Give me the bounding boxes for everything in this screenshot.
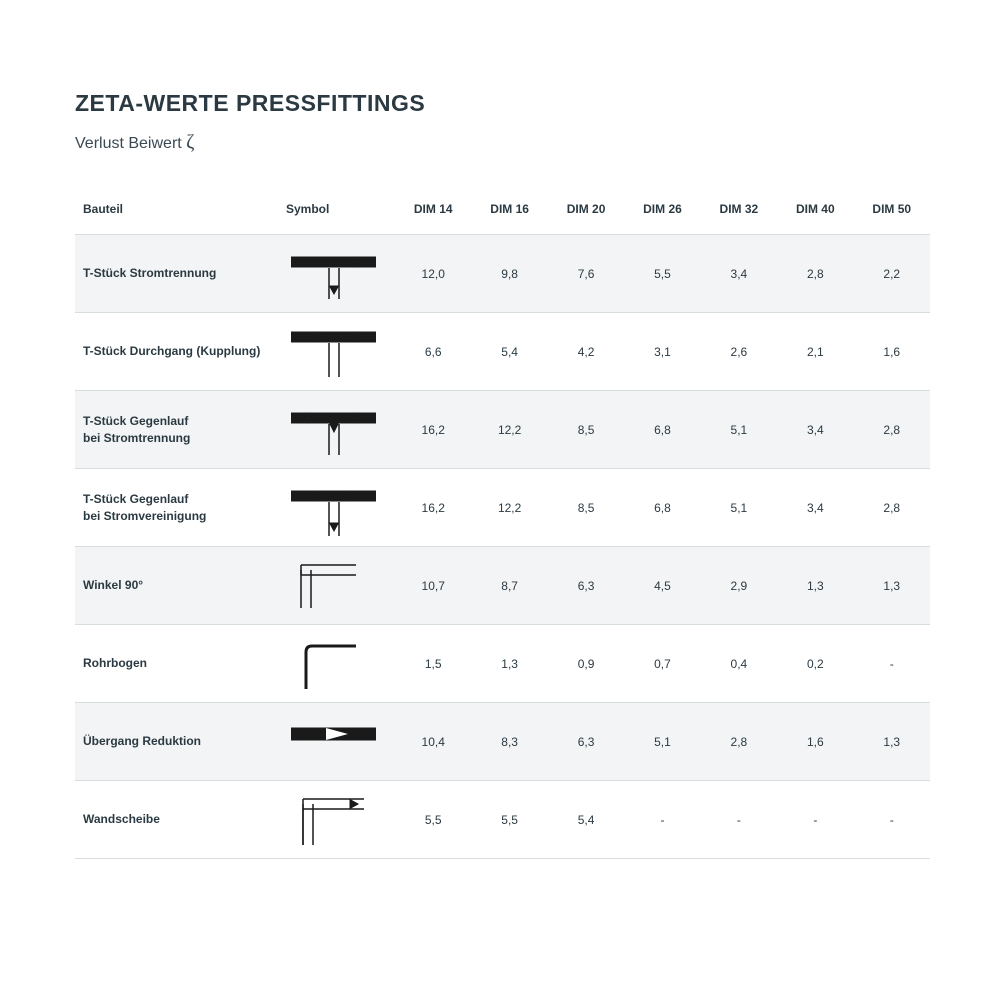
value-cell: 2,9 (701, 547, 777, 625)
bauteil-label: Wandscheibe (75, 781, 280, 859)
col-dim16: DIM 16 (471, 192, 547, 235)
value-cell: 1,5 (395, 625, 471, 703)
value-cell: 0,9 (548, 625, 624, 703)
table-header-row: Bauteil Symbol DIM 14 DIM 16 DIM 20 DIM … (75, 192, 930, 235)
page-title: ZETA-WERTE PRESSFITTINGS (75, 90, 930, 117)
value-cell: 8,5 (548, 469, 624, 547)
value-cell: 1,3 (854, 547, 930, 625)
value-cell: 2,8 (854, 469, 930, 547)
bauteil-label: Übergang Reduktion (75, 703, 280, 781)
value-cell: 12,0 (395, 235, 471, 313)
col-dim26: DIM 26 (624, 192, 700, 235)
table-row: T-Stück Gegenlaufbei Stromvereinigung 16,… (75, 469, 930, 547)
bauteil-label: T-Stück Gegenlaufbei Stromtrennung (75, 391, 280, 469)
col-symbol: Symbol (280, 192, 395, 235)
value-cell: - (854, 781, 930, 859)
value-cell: 6,8 (624, 469, 700, 547)
wallplate-icon (280, 781, 395, 859)
value-cell: - (624, 781, 700, 859)
table-row: Wandscheibe5,55,55,4---- (75, 781, 930, 859)
value-cell: 8,3 (471, 703, 547, 781)
subtitle-prefix: Verlust Beiwert (75, 135, 186, 152)
value-cell: 5,5 (624, 235, 700, 313)
value-cell: - (777, 781, 853, 859)
t-counter-join-icon (280, 469, 395, 547)
value-cell: 12,2 (471, 391, 547, 469)
value-cell: 2,2 (854, 235, 930, 313)
table-row: Rohrbogen 1,51,30,90,70,40,2- (75, 625, 930, 703)
value-cell: 5,1 (624, 703, 700, 781)
value-cell: 6,3 (548, 547, 624, 625)
value-cell: 1,3 (777, 547, 853, 625)
value-cell: 2,8 (701, 703, 777, 781)
value-cell: 8,7 (471, 547, 547, 625)
value-cell: 1,3 (471, 625, 547, 703)
elbow-thin-icon (280, 625, 395, 703)
value-cell: 5,5 (471, 781, 547, 859)
col-dim50: DIM 50 (854, 192, 930, 235)
value-cell: 6,3 (548, 703, 624, 781)
table-row: Winkel 90°10,78,76,34,52,91,31,3 (75, 547, 930, 625)
col-dim40: DIM 40 (777, 192, 853, 235)
value-cell: 5,4 (471, 313, 547, 391)
subtitle: Verlust Beiwert ζ (75, 131, 930, 154)
table-row: T-Stück Gegenlaufbei Stromtrennung 16,212… (75, 391, 930, 469)
value-cell: 1,6 (854, 313, 930, 391)
zeta-table: Bauteil Symbol DIM 14 DIM 16 DIM 20 DIM … (75, 192, 930, 859)
value-cell: 12,2 (471, 469, 547, 547)
table-row: Übergang Reduktion 10,48,36,35,12,81,61,3 (75, 703, 930, 781)
t-through-icon (280, 313, 395, 391)
value-cell: 5,1 (701, 391, 777, 469)
col-bauteil: Bauteil (75, 192, 280, 235)
value-cell: 3,4 (777, 469, 853, 547)
value-cell: - (701, 781, 777, 859)
value-cell: 2,8 (777, 235, 853, 313)
value-cell: 0,2 (777, 625, 853, 703)
value-cell: 4,5 (624, 547, 700, 625)
value-cell: 9,8 (471, 235, 547, 313)
value-cell: - (854, 625, 930, 703)
value-cell: 7,6 (548, 235, 624, 313)
value-cell: 6,8 (624, 391, 700, 469)
value-cell: 2,1 (777, 313, 853, 391)
value-cell: 0,4 (701, 625, 777, 703)
elbow-thick-icon (280, 547, 395, 625)
bauteil-label: T-Stück Stromtrennung (75, 235, 280, 313)
bauteil-label: T-Stück Durchgang (Kupplung) (75, 313, 280, 391)
table-row: T-Stück Stromtrennung 12,09,87,65,53,42,8… (75, 235, 930, 313)
value-cell: 5,4 (548, 781, 624, 859)
value-cell: 8,5 (548, 391, 624, 469)
t-counter-sep-icon (280, 391, 395, 469)
value-cell: 1,3 (854, 703, 930, 781)
value-cell: 2,6 (701, 313, 777, 391)
value-cell: 5,1 (701, 469, 777, 547)
t-sep-icon (280, 235, 395, 313)
reduction-icon (280, 703, 395, 781)
bauteil-label: Winkel 90° (75, 547, 280, 625)
value-cell: 3,1 (624, 313, 700, 391)
value-cell: 10,4 (395, 703, 471, 781)
value-cell: 3,4 (777, 391, 853, 469)
value-cell: 1,6 (777, 703, 853, 781)
col-dim14: DIM 14 (395, 192, 471, 235)
value-cell: 5,5 (395, 781, 471, 859)
value-cell: 4,2 (548, 313, 624, 391)
bauteil-label: T-Stück Gegenlaufbei Stromvereinigung (75, 469, 280, 547)
value-cell: 3,4 (701, 235, 777, 313)
value-cell: 2,8 (854, 391, 930, 469)
col-dim32: DIM 32 (701, 192, 777, 235)
value-cell: 6,6 (395, 313, 471, 391)
value-cell: 0,7 (624, 625, 700, 703)
value-cell: 16,2 (395, 469, 471, 547)
zeta-symbol: ζ (186, 131, 194, 153)
value-cell: 10,7 (395, 547, 471, 625)
value-cell: 16,2 (395, 391, 471, 469)
table-row: T-Stück Durchgang (Kupplung) 6,65,44,23,1… (75, 313, 930, 391)
col-dim20: DIM 20 (548, 192, 624, 235)
bauteil-label: Rohrbogen (75, 625, 280, 703)
